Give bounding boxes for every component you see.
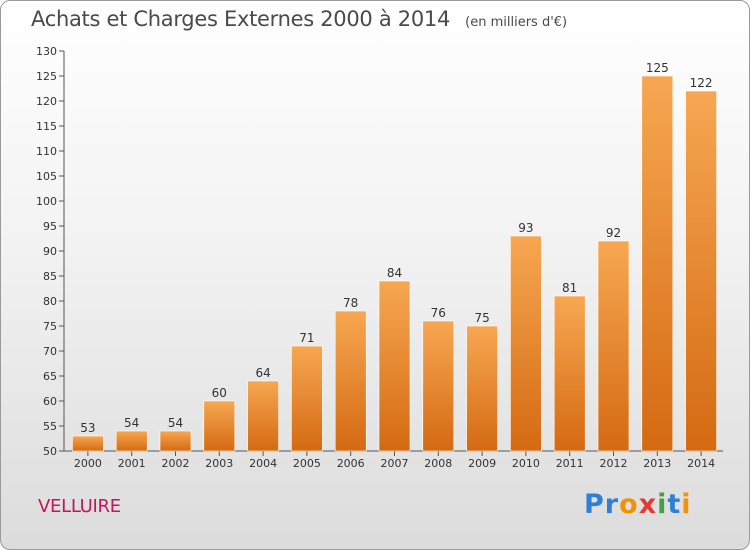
y-tick-label: 80 [43, 295, 57, 308]
y-tick-label: 95 [43, 220, 57, 233]
logo-letter: t [667, 489, 682, 520]
bar-2012 [597, 240, 630, 452]
logo-letter: i [681, 489, 692, 520]
bar-2011 [553, 295, 586, 452]
x-tick-label-2004: 2004 [249, 457, 277, 470]
value-label-2006: 78 [343, 296, 358, 310]
bar-2002 [159, 430, 192, 452]
bar-2013 [641, 75, 674, 452]
y-tick-label: 90 [43, 245, 57, 258]
bar-2007 [378, 280, 411, 452]
bar-2008 [422, 320, 455, 452]
logo-letter: r [604, 489, 620, 520]
y-tick-label: 125 [36, 70, 57, 83]
y-tick-label: 115 [36, 120, 57, 133]
x-tick-label-2001: 2001 [118, 457, 146, 470]
value-label-2001: 54 [124, 416, 139, 430]
value-label-2009: 75 [474, 311, 489, 325]
x-tick-label-2011: 2011 [556, 457, 584, 470]
value-label-2007: 84 [387, 266, 402, 280]
x-tick-label-2013: 2013 [643, 457, 671, 470]
value-label-2004: 64 [255, 366, 270, 380]
value-label-2002: 54 [168, 416, 183, 430]
logo-letter: o [619, 489, 639, 520]
value-label-2013: 125 [646, 61, 669, 75]
commune-name: VELLUIRE [38, 496, 121, 517]
value-label-2014: 122 [690, 76, 713, 90]
logo-letter: x [638, 489, 658, 520]
x-tick-label-2000: 2000 [74, 457, 102, 470]
proxiti-logo[interactable]: Proxiti [584, 489, 692, 520]
bar-2014 [685, 90, 717, 452]
value-label-2010: 93 [518, 221, 533, 235]
y-tick-label: 50 [43, 445, 57, 458]
logo-letter: i [657, 489, 668, 520]
x-tick-label-2005: 2005 [293, 457, 321, 470]
bar-2005 [291, 345, 323, 452]
y-tick-label: 60 [43, 395, 57, 408]
chart-title-block: Achats et Charges Externes 2000 à 2014 (… [31, 7, 567, 31]
value-label-2000: 53 [80, 421, 95, 435]
bar-2001 [115, 430, 148, 452]
x-tick-label-2003: 2003 [205, 457, 233, 470]
x-tick-label-2006: 2006 [337, 457, 365, 470]
bar-2006 [334, 310, 367, 452]
logo-letter: P [584, 489, 605, 520]
y-tick-label: 70 [43, 345, 57, 358]
x-tick-label-2007: 2007 [381, 457, 409, 470]
y-tick-label: 85 [43, 270, 57, 283]
y-tick-label: 120 [36, 95, 57, 108]
x-tick-label-2002: 2002 [162, 457, 190, 470]
y-tick-label: 130 [36, 45, 57, 58]
value-label-2012: 92 [606, 226, 621, 240]
value-label-2011: 81 [562, 281, 577, 295]
value-label-2003: 60 [212, 386, 227, 400]
value-label-2005: 71 [299, 331, 314, 345]
bar-2000 [72, 435, 104, 452]
x-tick-label-2009: 2009 [468, 457, 496, 470]
chart-title: Achats et Charges Externes 2000 à 2014 [31, 7, 451, 31]
y-tick-label: 75 [43, 320, 57, 333]
y-tick-label: 105 [36, 170, 57, 183]
x-tick-label-2012: 2012 [600, 457, 628, 470]
y-tick-label: 65 [43, 370, 57, 383]
y-tick-label: 110 [36, 145, 57, 158]
bar-2004 [247, 380, 279, 452]
chart-subtitle: (en milliers d'€) [465, 15, 568, 30]
value-label-2008: 76 [431, 306, 446, 320]
bar-2003 [203, 400, 236, 452]
y-tick-label: 100 [36, 195, 57, 208]
x-tick-label-2014: 2014 [687, 457, 715, 470]
x-tick-label-2010: 2010 [512, 457, 540, 470]
bar-2009 [466, 325, 498, 452]
y-tick-label: 55 [43, 420, 57, 433]
x-tick-label-2008: 2008 [424, 457, 452, 470]
bar-2010 [510, 235, 542, 452]
